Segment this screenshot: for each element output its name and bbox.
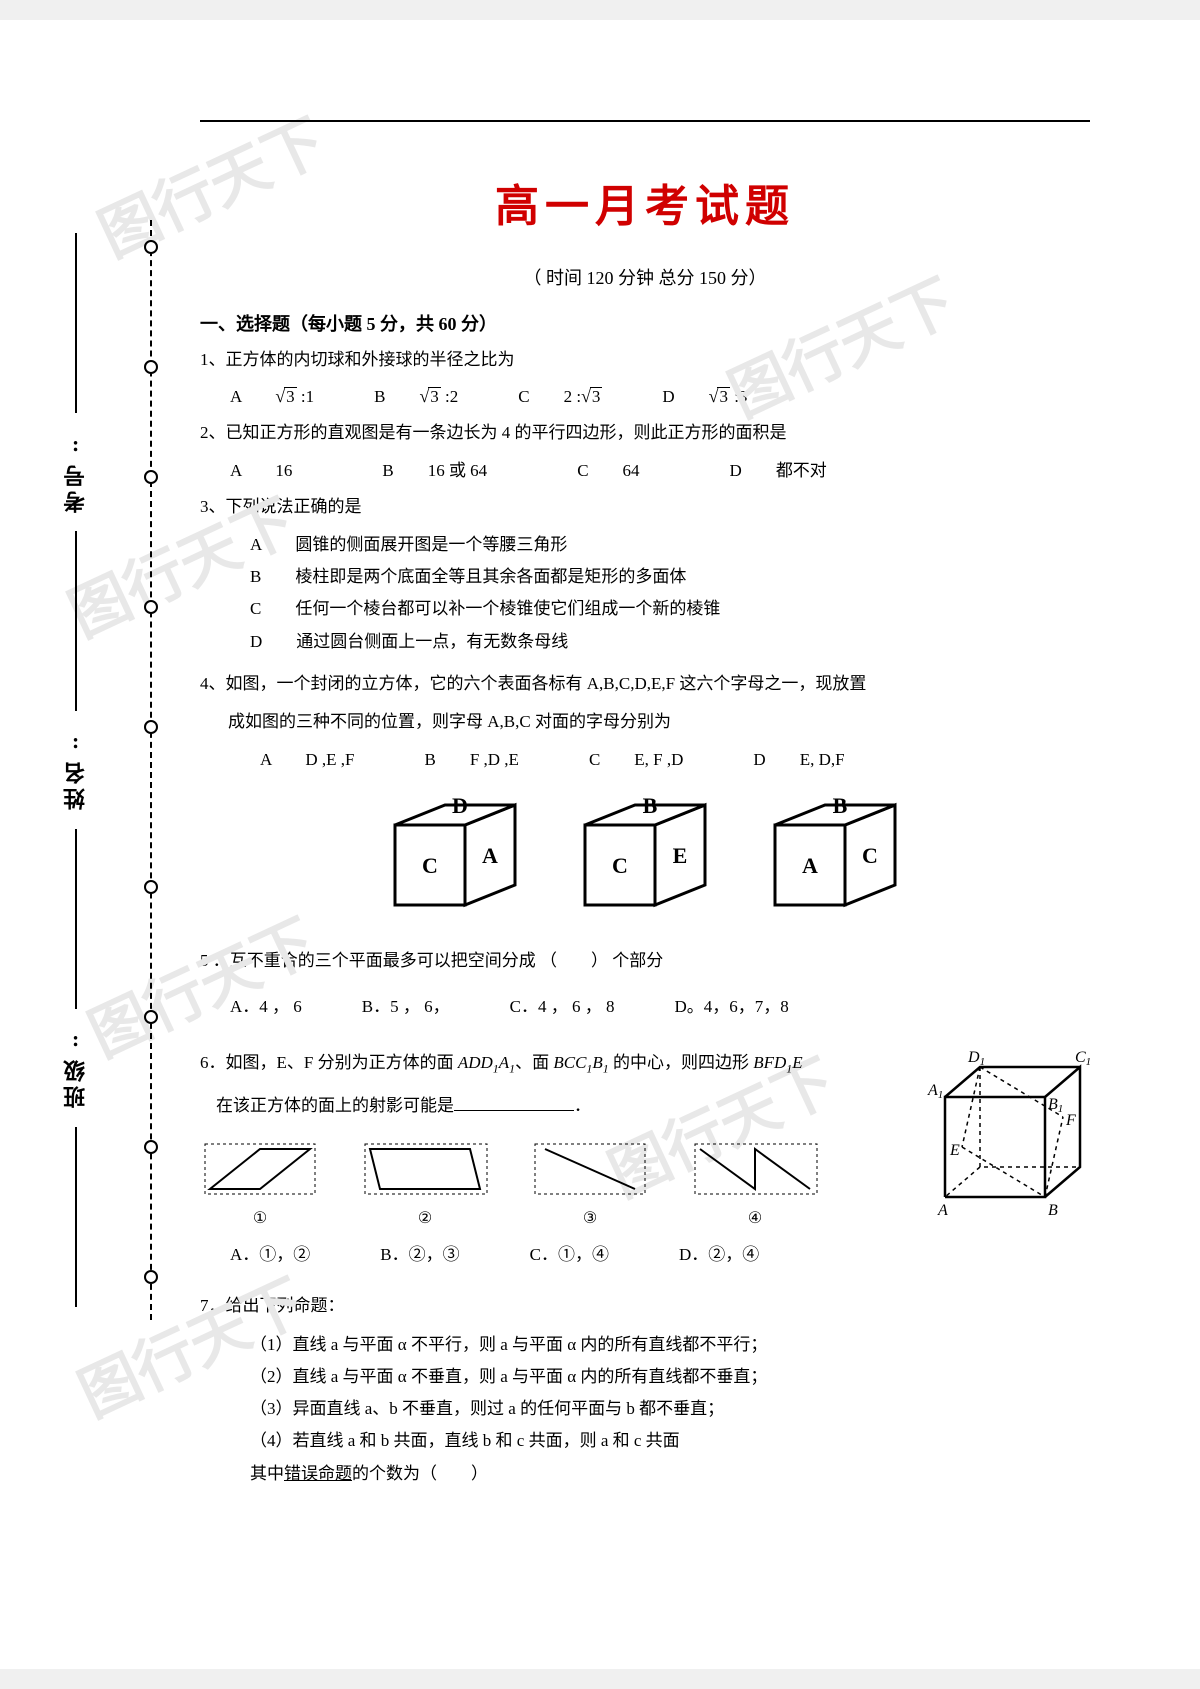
exam-title: 高一月考试题 (200, 170, 1090, 234)
q5-opt-d: D。4，6，7，8 (674, 992, 788, 1017)
svg-text:C: C (862, 843, 878, 868)
question-3: 3、下列说法正确的是 (200, 491, 1090, 523)
top-rule (200, 120, 1090, 122)
q2-opt-a: A 16 (230, 456, 292, 481)
q6-face2: BCC1B1 (553, 1053, 608, 1072)
svg-text:A: A (937, 1202, 948, 1219)
question-4-options: A D ,E ,F B F ,D ,E C E, F ,D D E, D,F (260, 745, 1090, 770)
q7-p3: （3）异面直线 a、b 不垂直，则过 a 的任何平面与 b 都不垂直； (250, 1393, 1090, 1425)
q6-opt-b: B．②，③ (380, 1240, 459, 1265)
q7-underline: 错误命题 (284, 1464, 352, 1483)
q6-quad: BFD1E (753, 1053, 802, 1072)
q1-opt-d: D 3 :3 (662, 382, 747, 407)
q5-opt-a: A．4 ， 6 (230, 992, 302, 1017)
svg-text:D: D (452, 793, 468, 818)
q2-opt-d: D 都不对 (730, 456, 827, 481)
side-line (75, 1127, 77, 1307)
svg-text:A1: A1 (927, 1082, 943, 1101)
binding-dot (144, 1010, 158, 1024)
question-2-options: A 16 B 16 或 64 C 64 D 都不对 (230, 456, 1090, 481)
question-2: 2、已知正方形的直观图是有一条边长为 4 的平行四边形，则此正方形的面积是 (200, 417, 1090, 449)
shape-4: ④ (690, 1134, 820, 1228)
q4-opt-a: A D ,E ,F (260, 745, 354, 770)
q3-opt-a: A 圆锥的侧面展开图是一个等腰三角形 (250, 529, 1090, 561)
q5-opt-b: B．5 ， 6， (362, 992, 450, 1017)
svg-text:C: C (612, 853, 628, 878)
q4-opt-c: C E, F ,D (589, 745, 683, 770)
svg-text:A: A (482, 843, 498, 868)
question-5: 5 ．互不重合的三个平面最多可以把空间分成 （ ） 个部分 (200, 945, 1090, 977)
binding-dot (144, 1140, 158, 1154)
exam-page: 图行天下 图行天下 图行天下 图行天下 图行天下 图行天下 考号: 姓名: 班级… (0, 20, 1200, 1669)
binding-dot (144, 360, 158, 374)
binding-dot (144, 600, 158, 614)
svg-text:E: E (673, 843, 688, 868)
question-7: 7．给出下列命题： (200, 1290, 1090, 1322)
shape-3: ③ (530, 1134, 650, 1228)
section-heading: 一、选择题（每小题 5 分，共 60 分） (200, 310, 1090, 336)
svg-text:E: E (949, 1142, 960, 1159)
q2-opt-b: B 16 或 64 (382, 456, 487, 481)
q3-opt-b: B 棱柱即是两个底面全等且其余各面都是矩形的多面体 (250, 561, 1090, 593)
shape-2: ② (360, 1134, 490, 1228)
cube-diagram: D C A (375, 785, 535, 925)
question-4-line1: 4、如图，一个封闭的立方体，它的六个表面各标有 A,B,C,D,E,F 这六个字… (200, 668, 1090, 700)
side-line (75, 531, 77, 711)
side-line (75, 829, 77, 1009)
q3-opt-d: D 通过圆台侧面上一点，有无数条母线 (250, 626, 1090, 658)
svg-text:C: C (422, 853, 438, 878)
q1-opt-a: A 3 :1 (230, 382, 314, 407)
svg-text:B: B (833, 793, 848, 818)
svg-text:B1: B1 (1048, 1096, 1063, 1115)
question-6-wrap: A B C1 D1 A1 B1 E F 6．如图，E、F 分别为正方体的面 AD… (200, 1047, 1090, 1265)
svg-text:C1: C1 (1075, 1049, 1090, 1068)
binding-dot (144, 470, 158, 484)
q4-opt-b: B F ,D ,E (424, 745, 518, 770)
side-label-examno: 考号: (60, 432, 92, 513)
q6-opt-a: A．①，② (230, 1240, 310, 1265)
binding-line (150, 220, 152, 1320)
q1-opt-b: B 3 :2 (374, 382, 458, 407)
q6-cube-diagram: A B C1 D1 A1 B1 E F (920, 1047, 1090, 1232)
cube-diagram-row: D C A B C E B A C (200, 785, 1090, 925)
binding-dot (144, 1270, 158, 1284)
q7-p4: （4）若直线 a 和 b 共面，直线 b 和 c 共面，则 a 和 c 共面 (250, 1425, 1090, 1457)
q6-face1: ADD1A1 (458, 1053, 515, 1072)
question-3-options: A 圆锥的侧面展开图是一个等腰三角形 B 棱柱即是两个底面全等且其余各面都是矩形… (250, 529, 1090, 658)
q6-opt-d: D．②，④ (679, 1240, 759, 1265)
svg-text:D1: D1 (967, 1049, 985, 1068)
side-label-name: 姓名: (60, 729, 92, 810)
question-1: 1、正方体的内切球和外接球的半径之比为 (200, 344, 1090, 376)
q5-opt-c: C．4 ， 6 ， 8 (510, 992, 615, 1017)
svg-text:B: B (643, 793, 658, 818)
binding-dot (144, 720, 158, 734)
question-4-line2: 成如图的三种不同的位置，则字母 A,B,C 对面的字母分别为 (228, 706, 1090, 738)
blank-line (454, 1110, 574, 1111)
binding-dot (144, 880, 158, 894)
q6-opt-c: C．①，④ (530, 1240, 609, 1265)
q3-opt-c: C 任何一个棱台都可以补一个棱锥使它们组成一个新的棱锥 (250, 593, 1090, 625)
question-7-props: （1）直线 a 与平面 α 不平行，则 a 与平面 α 内的所有直线都不平行； … (250, 1329, 1090, 1490)
q2-opt-c: C 64 (577, 456, 639, 481)
question-5-options: A．4 ， 6 B．5 ， 6， C．4 ， 6 ， 8 D。4，6，7，8 (230, 992, 1090, 1017)
q1-opt-c: C 2 :3 (518, 382, 602, 407)
binding-dot (144, 240, 158, 254)
question-6-options: A．①，② B．②，③ C．①，④ D．②，④ (230, 1240, 1090, 1265)
shape-1: ① (200, 1134, 320, 1228)
exam-subtitle: （ 时间 120 分钟 总分 150 分） (200, 264, 1090, 290)
cube-diagram: B A C (755, 785, 915, 925)
cube-diagram: B C E (565, 785, 725, 925)
q7-p2: （2）直线 a 与平面 α 不垂直，则 a 与平面 α 内的所有直线都不垂直； (250, 1361, 1090, 1393)
q4-opt-d: D E, D,F (753, 745, 844, 770)
svg-text:A: A (802, 853, 818, 878)
q7-tail: 其中错误命题的个数为（ ） (250, 1458, 1090, 1490)
question-1-options: A 3 :1 B 3 :2 C 2 :3 D 3 :3 (230, 382, 1090, 407)
side-labels: 考号: 姓名: 班级: (60, 220, 92, 1320)
svg-text:B: B (1048, 1202, 1058, 1219)
side-line (75, 233, 77, 413)
side-label-class: 班级: (60, 1027, 92, 1108)
svg-text:F: F (1065, 1112, 1076, 1129)
q7-p1: （1）直线 a 与平面 α 不平行，则 a 与平面 α 内的所有直线都不平行； (250, 1329, 1090, 1361)
